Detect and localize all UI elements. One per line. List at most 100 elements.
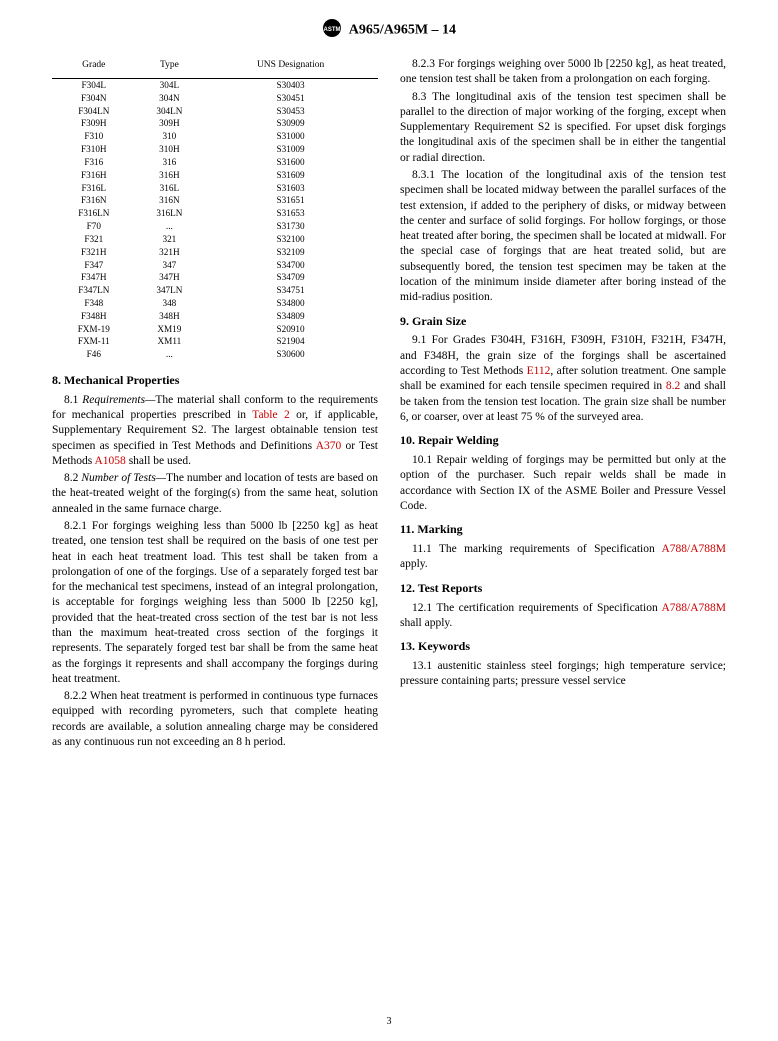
section-13-heading: 13. Keywords (400, 639, 726, 655)
table-cell: S31653 (203, 207, 378, 220)
table-cell: 316L (136, 181, 204, 194)
col-header-type: Type (136, 57, 204, 78)
para-8-2: 8.2 Number of Tests—The number and locat… (52, 471, 378, 517)
table-cell: S34700 (203, 258, 378, 271)
page-number: 3 (0, 1016, 778, 1027)
grade-table: Grade Type UNS Designation F304L304LS304… (52, 57, 378, 361)
table-cell: 316H (136, 168, 204, 181)
table-row: FXM-19XM19S20910 (52, 322, 378, 335)
table-cell: F321 (52, 233, 136, 246)
link-8-2[interactable]: 8.2 (666, 380, 680, 392)
table-cell: F321H (52, 245, 136, 258)
link-e112[interactable]: E112 (527, 365, 551, 377)
table-row: F304LN304LNS30453 (52, 104, 378, 117)
para-8-2-2: 8.2.2 When heat treatment is performed i… (52, 689, 378, 750)
para-8-3: 8.3 The longitudinal axis of the tension… (400, 90, 726, 166)
table-cell: S30600 (203, 348, 378, 361)
table-row: FXM-11XM11S21904 (52, 335, 378, 348)
table-cell: 310H (136, 143, 204, 156)
table-cell: 348 (136, 297, 204, 310)
table-row: F310310S31000 (52, 130, 378, 143)
table-cell: ... (136, 348, 204, 361)
table-cell: F348 (52, 297, 136, 310)
text: 11.1 The marking requirements of Specifi… (412, 543, 661, 555)
table-row: F347347S34700 (52, 258, 378, 271)
table-row: F70...S31730 (52, 220, 378, 233)
col-header-grade: Grade (52, 57, 136, 78)
left-column: Grade Type UNS Designation F304L304LS304… (52, 57, 378, 752)
table-cell: F46 (52, 348, 136, 361)
para-8-1: 8.1 Requirements—The material shall conf… (52, 393, 378, 469)
astm-logo-icon: ASTM (322, 18, 342, 43)
para-12-1: 12.1 The certification requirements of S… (400, 601, 726, 632)
table-cell: S32100 (203, 233, 378, 246)
page: ASTM A965/A965M – 14 Grade Type UNS Desi… (0, 0, 778, 1041)
table-row: F309H309HS30909 (52, 117, 378, 130)
para-8-3-1: 8.3.1 The location of the longitudinal a… (400, 168, 726, 306)
table-cell: F347H (52, 271, 136, 284)
section-8-heading: 8. Mechanical Properties (52, 373, 378, 389)
table-cell: 304LN (136, 104, 204, 117)
table-cell: XM11 (136, 335, 204, 348)
table-cell: ... (136, 220, 204, 233)
col-header-uns: UNS Designation (203, 57, 378, 78)
table-row: F46...S30600 (52, 348, 378, 361)
table-row: F304N304NS30451 (52, 91, 378, 104)
table-cell: 348H (136, 310, 204, 323)
table-cell: S30453 (203, 104, 378, 117)
para-label: Requirements— (82, 394, 155, 406)
table-cell: S31609 (203, 168, 378, 181)
link-a1058[interactable]: A1058 (95, 455, 126, 467)
para-label: Number of Tests— (81, 472, 166, 484)
link-a370[interactable]: A370 (316, 440, 342, 452)
table-cell: S31603 (203, 181, 378, 194)
table-cell: 316 (136, 156, 204, 169)
section-9-heading: 9. Grain Size (400, 314, 726, 330)
text: shall apply. (400, 617, 452, 629)
svg-text:ASTM: ASTM (323, 27, 340, 33)
table-cell: S20910 (203, 322, 378, 335)
table-row: F316N316NS31651 (52, 194, 378, 207)
table-cell: 321 (136, 233, 204, 246)
table-cell: S32109 (203, 245, 378, 258)
para-8-2-1: 8.2.1 For forgings weighing less than 50… (52, 519, 378, 687)
table-cell: 321H (136, 245, 204, 258)
table-cell: 310 (136, 130, 204, 143)
text: shall be used. (126, 455, 191, 467)
right-column: 8.2.3 For forgings weighing over 5000 lb… (400, 57, 726, 752)
table-cell: 316LN (136, 207, 204, 220)
text: apply. (400, 558, 428, 570)
table-cell: S30403 (203, 78, 378, 91)
table-cell: S31000 (203, 130, 378, 143)
table-cell: 309H (136, 117, 204, 130)
table-row: F316L316LS31603 (52, 181, 378, 194)
table-row: F316316S31600 (52, 156, 378, 169)
table-row: F316LN316LNS31653 (52, 207, 378, 220)
section-12-heading: 12. Test Reports (400, 581, 726, 597)
table-cell: S34809 (203, 310, 378, 323)
table-cell: S34709 (203, 271, 378, 284)
table-cell: S31600 (203, 156, 378, 169)
link-a788-2[interactable]: A788/A788M (661, 602, 726, 614)
table-cell: FXM-19 (52, 322, 136, 335)
link-table-2[interactable]: Table 2 (252, 409, 290, 421)
section-10-heading: 10. Repair Welding (400, 433, 726, 449)
table-cell: F316N (52, 194, 136, 207)
table-cell: S30451 (203, 91, 378, 104)
section-11-heading: 11. Marking (400, 522, 726, 538)
table-cell: 347H (136, 271, 204, 284)
text: 8.2 (64, 472, 81, 484)
table-cell: F316LN (52, 207, 136, 220)
designation-title: A965/A965M – 14 (349, 23, 456, 38)
table-cell: F347 (52, 258, 136, 271)
table-cell: F304LN (52, 104, 136, 117)
table-cell: F70 (52, 220, 136, 233)
para-10-1: 10.1 Repair welding of forgings may be p… (400, 453, 726, 514)
table-row: F348348S34800 (52, 297, 378, 310)
table-cell: FXM-11 (52, 335, 136, 348)
table-cell: S34800 (203, 297, 378, 310)
table-cell: 304L (136, 78, 204, 91)
table-row: F316H316HS31609 (52, 168, 378, 181)
para-13-1: 13.1 austenitic stainless steel forgings… (400, 659, 726, 690)
link-a788[interactable]: A788/A788M (661, 543, 726, 555)
